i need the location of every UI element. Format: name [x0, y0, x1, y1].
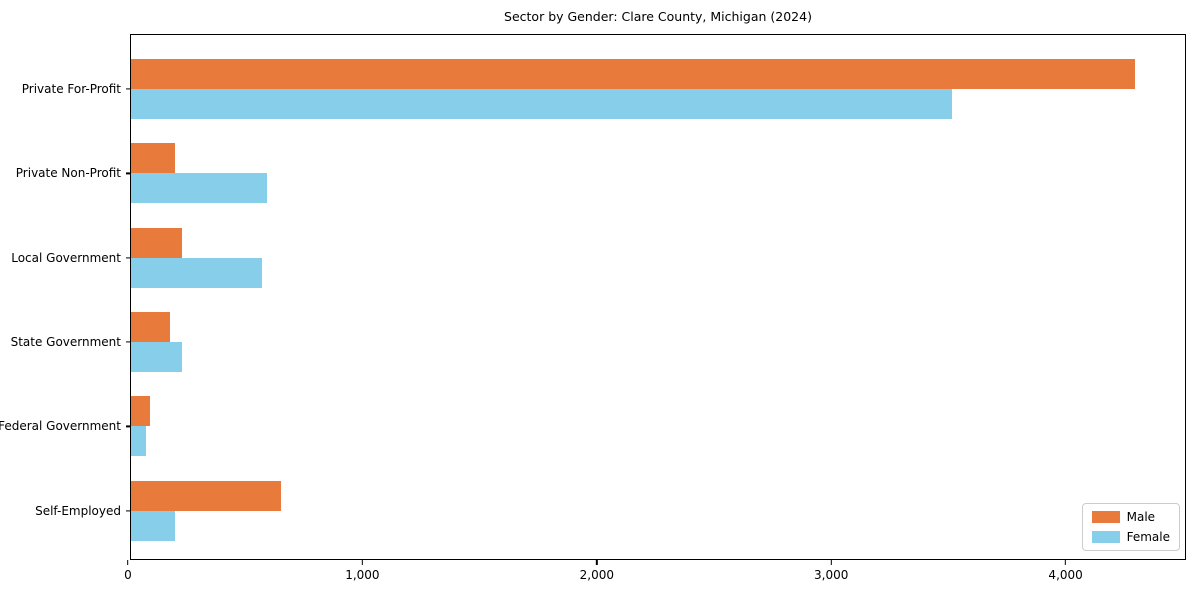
x-tick-label: 3,000 — [814, 568, 849, 582]
x-tick-mark — [127, 560, 129, 565]
x-tick-label: 4,000 — [1048, 568, 1083, 582]
legend-item: Male — [1091, 510, 1170, 524]
legend-swatch — [1091, 511, 1120, 523]
bar-groups-container: Private For-Profit Private Non-Profit Lo… — [0, 35, 1185, 559]
bar-group: Private Non-Profit — [16, 131, 1185, 215]
bar-female-2 — [131, 173, 267, 204]
bar-female-5 — [131, 426, 147, 457]
bar-male-5 — [131, 396, 150, 427]
bar-male-2 — [131, 143, 176, 174]
x-tick: 4,000 — [1048, 560, 1083, 582]
y-tick-mark — [126, 172, 131, 175]
bar-female-4 — [131, 342, 183, 373]
y-tick-mark — [126, 341, 131, 343]
category-label: Local Government — [11, 250, 121, 265]
x-axis-ticks: 0 1,000 2,000 3,000 4,000 — [124, 560, 1184, 590]
y-tick-mark — [126, 425, 131, 428]
legend-label: Female — [1126, 530, 1170, 544]
bar-male-1 — [131, 59, 1135, 90]
bar-male-4 — [131, 312, 170, 343]
x-tick: 3,000 — [814, 560, 848, 582]
bar-female-3 — [131, 257, 263, 288]
x-tick-mark — [1065, 560, 1067, 565]
legend-item: Female — [1091, 530, 1170, 544]
bar-male-6 — [131, 480, 281, 511]
x-tick-label: 1,000 — [345, 568, 380, 582]
x-tick: 2,000 — [580, 560, 614, 582]
x-tick-mark — [830, 560, 832, 565]
x-tick-label: 2,000 — [579, 568, 614, 582]
bar-group: Federal Government — [0, 384, 1185, 468]
legend-swatch — [1091, 531, 1120, 543]
x-tick: 0 — [124, 560, 132, 582]
y-tick-mark — [126, 510, 131, 512]
legend: Male Female — [1081, 503, 1180, 551]
category-label: Self-Employed — [35, 503, 121, 518]
bar-group: Local Government — [11, 216, 1185, 300]
chart-title: Sector by Gender: Clare County, Michigan… — [504, 9, 812, 24]
bar-female-6 — [131, 510, 176, 541]
bar-group: State Government — [11, 300, 1185, 384]
legend-label: Male — [1126, 510, 1156, 524]
plot-area: Private For-Profit Private Non-Profit Lo… — [0, 34, 1186, 560]
bar-group: Private For-Profit — [22, 47, 1185, 131]
bar-group: Self-Employed — [35, 469, 1185, 553]
x-tick-mark — [596, 560, 598, 565]
x-tick-label: 0 — [124, 568, 132, 582]
category-label: State Government — [10, 335, 121, 350]
bar-female-1 — [131, 89, 953, 120]
bar-male-3 — [131, 227, 183, 258]
category-label: Private Non-Profit — [15, 166, 121, 181]
y-tick-mark — [126, 88, 131, 90]
x-tick: 1,000 — [345, 560, 380, 582]
y-tick-mark — [126, 257, 131, 259]
category-label: Federal Government — [0, 419, 121, 434]
x-tick-mark — [361, 560, 363, 565]
category-label: Private For-Profit — [21, 82, 121, 97]
